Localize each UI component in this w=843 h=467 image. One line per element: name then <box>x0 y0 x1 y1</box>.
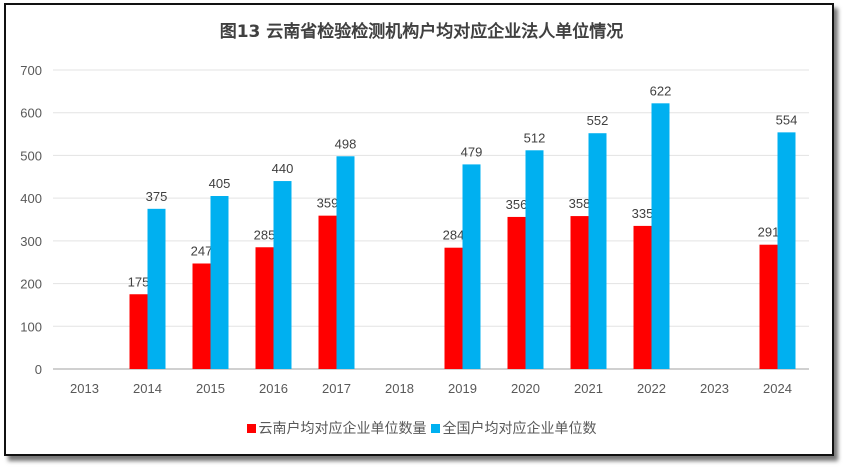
bar-national <box>525 150 544 369</box>
y-tick-label: 600 <box>20 106 42 121</box>
data-label: 285 <box>254 227 276 242</box>
bar-national <box>147 208 166 369</box>
legend-item: 云南户均对应企业单位数量 <box>246 418 427 438</box>
x-tick-label: 2018 <box>385 381 414 396</box>
data-label: 405 <box>209 176 231 191</box>
bar-yunnan <box>192 263 211 369</box>
legend-label: 云南户均对应企业单位数量 <box>258 421 427 437</box>
bar-yunnan <box>255 247 274 369</box>
bar-yunnan <box>318 215 337 369</box>
chart-title: 图13 云南省检验检测机构户均对应企业法人单位情况 <box>219 22 624 42</box>
legend-swatch <box>430 423 440 433</box>
data-label: 356 <box>506 197 528 212</box>
bar-national <box>651 103 670 370</box>
bar-yunnan <box>507 216 526 369</box>
x-tick-label: 2013 <box>70 381 99 396</box>
x-tick-label: 2021 <box>574 381 603 396</box>
data-label: 498 <box>335 136 357 151</box>
data-label: 375 <box>146 189 168 204</box>
legend-swatch <box>246 423 256 433</box>
bar-national <box>336 156 355 369</box>
bar-yunnan <box>570 216 589 369</box>
bar-national <box>777 132 796 369</box>
y-tick-label: 400 <box>20 191 42 206</box>
x-tick-label: 2017 <box>322 381 351 396</box>
data-label: 358 <box>569 196 591 211</box>
data-label: 512 <box>524 130 546 145</box>
bar-yunnan <box>129 294 148 369</box>
y-tick-label: 200 <box>20 277 42 292</box>
data-label: 554 <box>776 112 798 127</box>
bar-yunnan <box>444 247 463 369</box>
x-tick-label: 2016 <box>259 381 288 396</box>
bar-national <box>273 181 292 369</box>
x-tick-label: 2024 <box>763 381 792 396</box>
data-label: 552 <box>587 113 609 128</box>
x-tick-label: 2020 <box>511 381 540 396</box>
data-label: 247 <box>191 243 213 258</box>
y-tick-label: 700 <box>20 63 42 78</box>
x-tick-label: 2023 <box>700 381 729 396</box>
chart-frame <box>4 3 834 456</box>
data-label: 291 <box>758 225 780 240</box>
bar-national <box>588 133 607 369</box>
x-tick-label: 2022 <box>637 381 666 396</box>
bar-national <box>210 196 229 369</box>
bar-national <box>462 164 481 369</box>
data-label: 440 <box>272 161 294 176</box>
data-label: 175 <box>128 274 150 289</box>
data-label: 284 <box>443 228 465 243</box>
data-label: 479 <box>461 144 483 159</box>
y-tick-label: 300 <box>20 234 42 249</box>
y-tick-label: 100 <box>20 319 42 334</box>
bar-yunnan <box>759 244 778 369</box>
x-tick-label: 2014 <box>133 381 162 396</box>
legend: 云南户均对应企业单位数量 全国户均对应企业单位数 <box>0 418 843 438</box>
y-tick-label: 500 <box>20 148 42 163</box>
y-tick-label: 0 <box>35 362 42 377</box>
bar-yunnan <box>633 225 652 369</box>
data-label: 622 <box>650 83 672 98</box>
legend-label: 全国户均对应企业单位数 <box>442 421 597 437</box>
x-tick-label: 2019 <box>448 381 477 396</box>
legend-item: 全国户均对应企业单位数 <box>430 418 597 438</box>
data-label: 359 <box>317 196 339 211</box>
data-label: 335 <box>632 206 654 221</box>
x-tick-label: 2015 <box>196 381 225 396</box>
